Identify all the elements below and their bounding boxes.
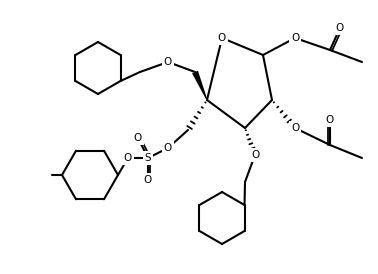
Text: O: O bbox=[124, 153, 132, 163]
Text: O: O bbox=[218, 33, 226, 43]
Text: O: O bbox=[326, 115, 334, 125]
Text: O: O bbox=[134, 133, 142, 143]
Text: O: O bbox=[164, 57, 172, 67]
Text: S: S bbox=[145, 153, 151, 163]
Text: O: O bbox=[164, 143, 172, 153]
Text: O: O bbox=[291, 33, 299, 43]
Text: O: O bbox=[291, 123, 299, 133]
Text: O: O bbox=[251, 150, 259, 160]
Text: O: O bbox=[144, 175, 152, 185]
Text: O: O bbox=[336, 23, 344, 33]
Polygon shape bbox=[192, 71, 208, 100]
